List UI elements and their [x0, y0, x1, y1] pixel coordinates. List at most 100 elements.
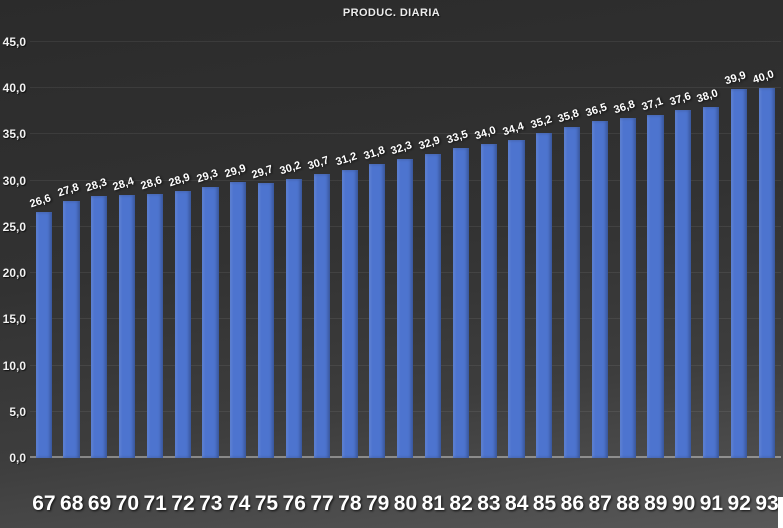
y-axis: 0,0 5,0 10,0 15,0 20,0 25,0 30,0 35,0 40,0 45,0: [0, 36, 27, 464]
bar-79: [369, 164, 386, 458]
bar-80: [397, 159, 414, 458]
x-tick-label: 85: [532, 492, 557, 515]
bar-91: [703, 106, 720, 458]
bar-90: [675, 110, 692, 458]
x-tick-label: 90: [671, 492, 696, 515]
bar-value-label: 35,8: [556, 107, 581, 126]
bar-value-label: 33,5: [445, 128, 470, 147]
x-tick-label: 67: [32, 492, 56, 515]
y-tick-label: 5,0: [9, 404, 26, 419]
bar-value-label: 30,7: [306, 154, 331, 173]
bar-value-label: 38,0: [695, 86, 720, 106]
bar-slot: 37,1: [640, 42, 670, 458]
x-tick-label: 78: [338, 492, 362, 515]
bar-value-label: 34,0: [473, 123, 498, 143]
bar-value-label: 29,7: [250, 163, 275, 182]
x-tick-label: 89: [644, 492, 668, 515]
bar-value-label: 29,3: [195, 167, 220, 186]
bar-value-label: 36,5: [584, 100, 609, 119]
bar-slot: 38,0: [695, 42, 726, 458]
x-tick-label: 69: [87, 492, 112, 515]
bar-slot: 28,4: [112, 42, 141, 458]
bar-value-label: 37,1: [640, 95, 665, 114]
y-tick-label: 20,0: [2, 266, 26, 281]
bar-slot: 30,7: [306, 42, 336, 458]
bar-value-label: 29,9: [222, 161, 248, 180]
bar-value-label: 37,6: [667, 90, 693, 109]
x-axis: 67 68 69 70 71 72 73 74 75 76 77 78 79 80 81 82 83 84 85 86…: [30, 493, 781, 514]
bar-78: [341, 169, 358, 458]
bar-75: [258, 183, 275, 458]
x-tick-label: 83: [477, 492, 501, 515]
bar-slot: 35,8: [556, 42, 586, 458]
bar-76: [285, 178, 302, 458]
x-tick-label: 81: [421, 492, 445, 515]
bar-83: [480, 143, 497, 458]
bar-68: [63, 201, 80, 458]
bar-85: [536, 132, 553, 458]
bar-value-label: 34,4: [501, 120, 526, 139]
x-tick-label: 73: [199, 492, 223, 515]
bar-value-label: 28,6: [139, 173, 164, 192]
bar-84: [508, 140, 525, 458]
bar-slot: 34,4: [501, 42, 531, 458]
x-tick-label: 76: [282, 492, 306, 515]
bar-77: [313, 174, 330, 458]
x-tick-label: 74: [226, 492, 251, 515]
bar-slot: 32,9: [417, 42, 447, 458]
bar-slot: 28,9: [167, 42, 197, 458]
bar-slot: 26,6: [28, 42, 58, 458]
y-tick-label: 40,0: [2, 81, 26, 96]
gridline: [30, 87, 781, 89]
bar-slot: 40,0: [751, 42, 781, 458]
bar-slot: 29,9: [222, 42, 253, 458]
bar-value-label: 27,8: [56, 181, 81, 200]
gridline: [30, 41, 781, 42]
x-tick-label: 86: [560, 492, 585, 515]
bar-92: [730, 89, 747, 458]
gridline: [30, 133, 781, 135]
x-tick-label: 77: [310, 492, 334, 515]
y-tick-label: 30,0: [2, 173, 26, 188]
screenshot-corner-artifact: [778, 497, 783, 528]
bar-value-label: 32,9: [417, 134, 442, 153]
bar-slot: 31,8: [362, 42, 392, 458]
bar-73: [202, 187, 219, 458]
y-tick-label: 15,0: [2, 312, 26, 327]
x-tick-label: 93: [755, 492, 779, 515]
bar-slot: 35,2: [528, 42, 559, 458]
bar-74: [230, 181, 247, 458]
bar-69: [91, 196, 108, 458]
bar-slot: 28,6: [139, 42, 169, 458]
plot-area: 26,6 27,8 28,3 28,4 28,6 28,9 29,3 29,9 29,7 30,2…: [28, 41, 781, 458]
bar-67: [35, 212, 52, 458]
bar-72: [174, 190, 191, 458]
bar-slot: 29,3: [195, 42, 225, 458]
x-tick-label: 75: [254, 492, 279, 515]
x-tick-label: 68: [60, 492, 84, 515]
bar-87: [591, 120, 608, 458]
bar-slot: 30,2: [279, 42, 308, 458]
x-tick-label: 79: [365, 492, 390, 515]
x-tick-label: 70: [115, 492, 140, 515]
bar-value-label: 28,9: [167, 171, 192, 190]
x-tick-label: 84: [505, 492, 529, 515]
bar-value-label: 40,0: [751, 68, 776, 87]
bar-value-label: 31,2: [334, 149, 359, 168]
bar-value-label: 28,3: [83, 176, 109, 195]
bar-slot: 37,6: [667, 42, 698, 458]
x-tick-label: 87: [588, 492, 612, 515]
bar-slot: 28,3: [83, 42, 114, 458]
bar-93: [758, 88, 775, 458]
bar-slot: 31,2: [334, 42, 364, 458]
bar-value-label: 26,6: [28, 192, 53, 211]
x-tick-label: 91: [699, 492, 724, 515]
bar-value-label: 35,2: [528, 112, 554, 131]
chart-title: PRODUC. DIARIA: [342, 7, 441, 19]
bar-70: [119, 195, 136, 458]
bar-value-label: 32,3: [389, 139, 414, 158]
bar-71: [146, 193, 163, 458]
bar-value-label: 31,8: [362, 144, 387, 163]
bar-slot: 36,8: [612, 42, 642, 458]
